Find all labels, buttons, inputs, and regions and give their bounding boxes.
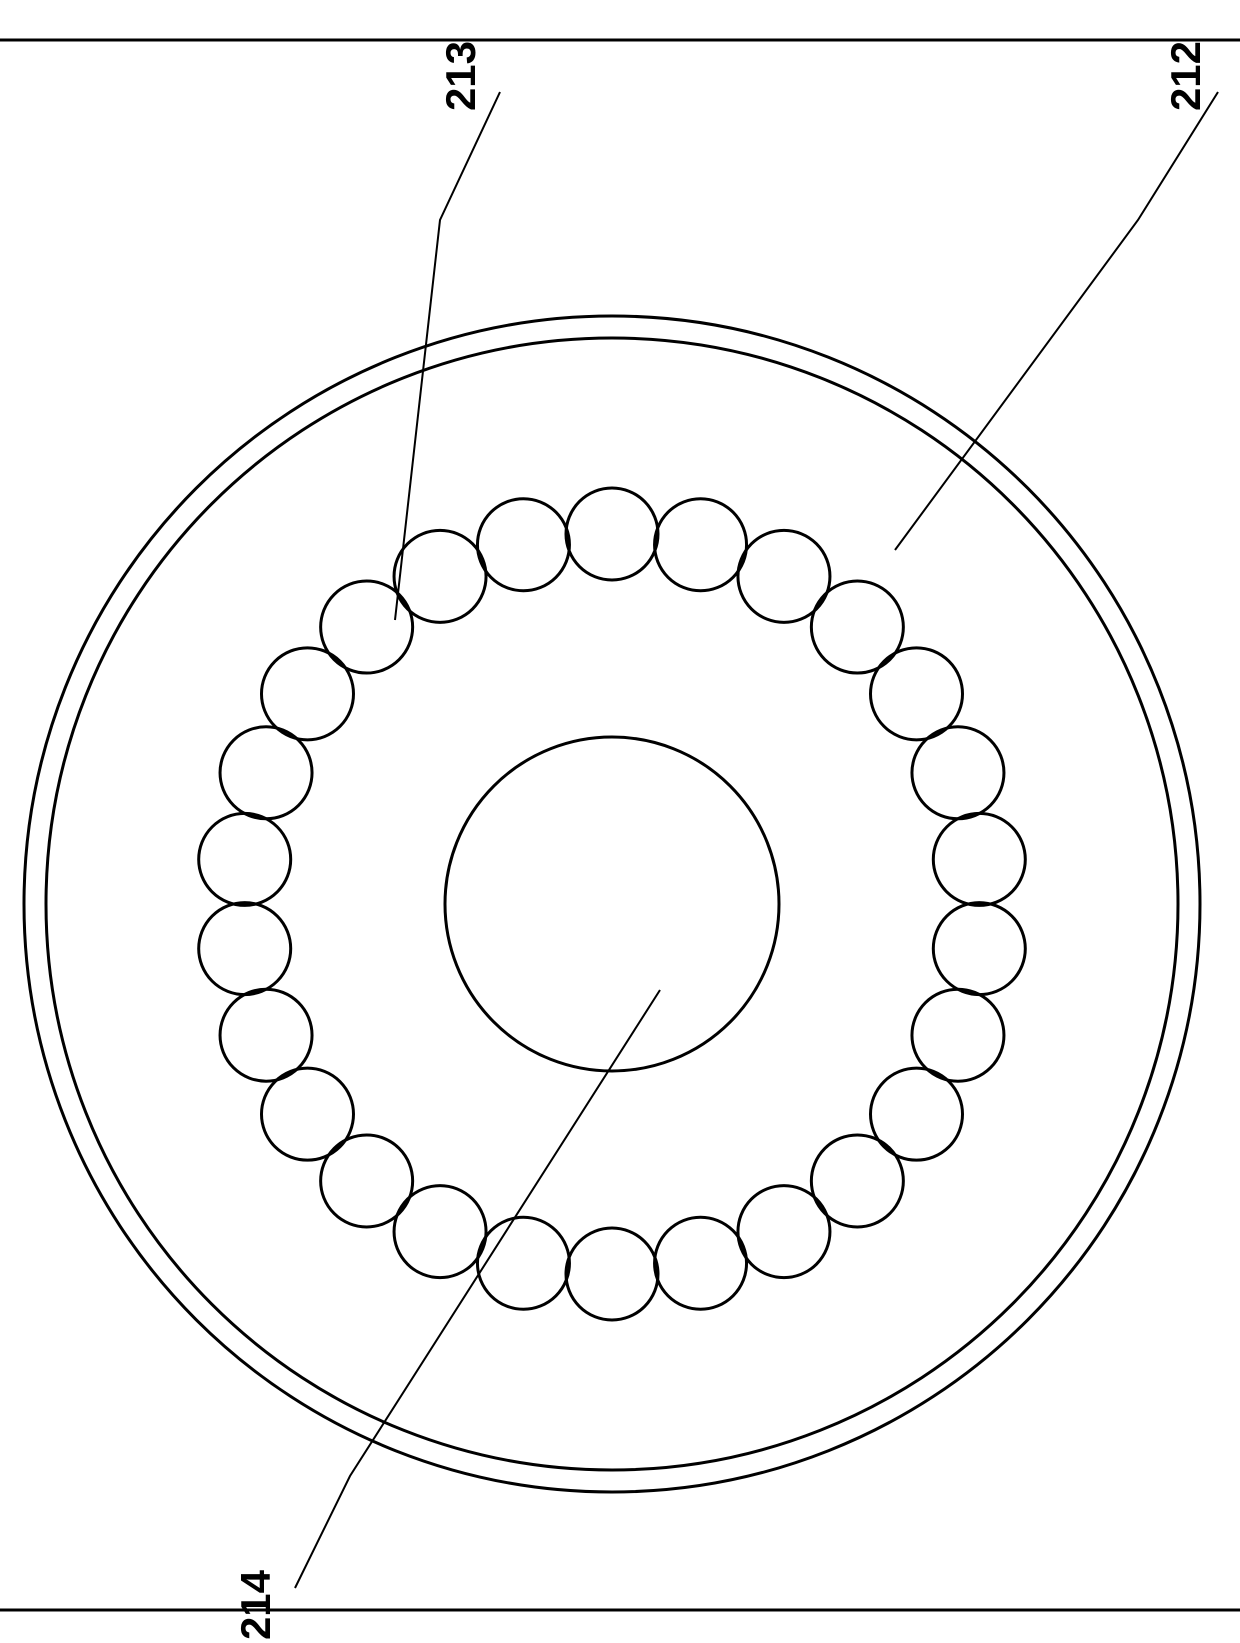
ring-hole	[933, 903, 1025, 995]
center-hole	[445, 737, 779, 1071]
partial-frame	[0, 40, 1240, 1610]
ring-hole	[199, 903, 291, 995]
ring-hole	[566, 488, 658, 580]
ring-hole	[220, 989, 312, 1081]
ring-hole	[912, 727, 1004, 819]
ring-hole	[738, 1186, 830, 1278]
callout-label: 214	[232, 1569, 279, 1640]
ring-hole	[261, 1068, 353, 1160]
ring-hole	[871, 648, 963, 740]
ring-hole	[871, 1068, 963, 1160]
callouts: 212 213 214	[232, 41, 1218, 1640]
ring-hole	[321, 1135, 413, 1227]
ring-hole	[811, 581, 903, 673]
ring-hole	[933, 813, 1025, 905]
callout-leader	[295, 990, 660, 1588]
ring-hole	[655, 499, 747, 591]
ring-hole	[477, 1217, 569, 1309]
outer-circle	[24, 316, 1200, 1492]
ring-hole	[566, 1228, 658, 1320]
ring-hole	[199, 813, 291, 905]
ring-hole	[261, 648, 353, 740]
ring-hole	[220, 727, 312, 819]
ring-hole	[655, 1217, 747, 1309]
callout-label: 212	[1162, 41, 1209, 111]
callout-label: 213	[437, 41, 484, 111]
technical-diagram: 212 213 214	[0, 0, 1240, 1643]
ring-hole	[912, 989, 1004, 1081]
ring-hole	[394, 530, 486, 622]
callout-leader	[895, 92, 1218, 550]
disc-assembly	[24, 316, 1200, 1492]
ring-hole	[477, 499, 569, 591]
inner-rim	[46, 338, 1178, 1470]
